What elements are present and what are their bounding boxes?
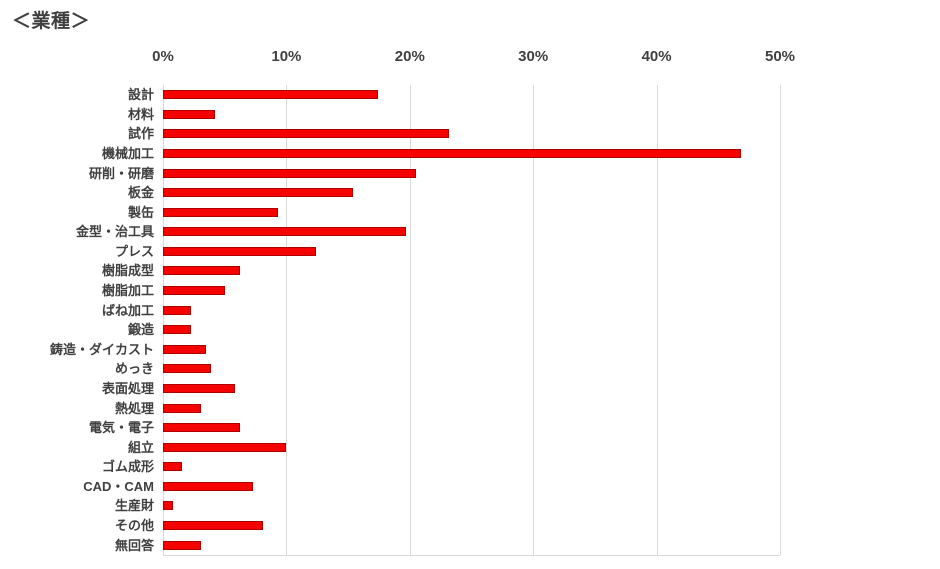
bar-row: ばね加工 <box>102 300 780 320</box>
x-tick-label: 40% <box>641 48 672 65</box>
x-tick-label: 10% <box>271 48 302 65</box>
category-label: 材料 <box>127 106 154 122</box>
x-tick-label: 20% <box>394 48 425 65</box>
bar <box>163 207 278 217</box>
bar <box>163 286 225 296</box>
bar <box>163 168 416 178</box>
category-label: 設計 <box>127 87 154 103</box>
category-label: 生産財 <box>114 498 154 514</box>
bar-row: 無回答 <box>115 535 780 555</box>
bar <box>163 109 215 119</box>
bar <box>163 501 173 511</box>
bar <box>163 521 263 530</box>
bar <box>163 403 202 413</box>
gridline <box>656 85 658 555</box>
bar <box>163 383 235 393</box>
bar <box>163 442 287 452</box>
bar <box>163 227 407 237</box>
bar-row: その他 <box>115 516 780 536</box>
category-label: 研削・研磨 <box>88 165 154 181</box>
category-label: 鍛造 <box>127 322 154 338</box>
bar-row: 電気・電子 <box>89 418 780 438</box>
category-label: ゴム成形 <box>101 459 154 475</box>
bar <box>163 129 450 139</box>
bar-rows: 設計材料試作機械加工研削・研磨板金製缶金型・治工具プレス樹脂成型樹脂加工ばね加工… <box>50 85 780 555</box>
bar-row: 樹脂成型 <box>102 261 780 281</box>
bar <box>163 266 240 276</box>
category-label: 電気・電子 <box>88 420 154 436</box>
bar-row: 樹脂加工 <box>102 281 780 301</box>
category-label: CAD・CAM <box>83 478 154 494</box>
bar <box>163 364 212 374</box>
x-tick-label: 30% <box>518 48 549 65</box>
category-label: ばね加工 <box>101 302 154 318</box>
bar-row: 鍛造 <box>128 320 780 340</box>
bar-row: 金型・治工具 <box>76 222 780 242</box>
bar-row: 組立 <box>128 437 780 457</box>
bar-row: 試作 <box>128 124 780 144</box>
bar <box>163 325 192 335</box>
bar-row: 生産財 <box>115 496 780 516</box>
bar <box>163 149 741 159</box>
bar <box>163 481 254 491</box>
bar-row: 表面処理 <box>102 379 780 399</box>
x-tick-label: 50% <box>764 48 796 65</box>
bar <box>163 90 378 100</box>
category-label: 樹脂加工 <box>101 283 154 299</box>
x-axis-labels: 0% 10% 20% 30% 40% 50% <box>152 48 795 70</box>
bar-row: ゴム成形 <box>102 457 780 477</box>
bar-row: 研削・研磨 <box>89 163 780 183</box>
plot-area: 設計材料試作機械加工研削・研磨板金製缶金型・治工具プレス樹脂成型樹脂加工ばね加工… <box>50 85 781 556</box>
category-label: 樹脂成型 <box>101 263 154 279</box>
chart-title: ＜業種＞ <box>12 11 91 32</box>
category-label: 組立 <box>127 439 154 455</box>
bar-row: 熱処理 <box>115 398 780 418</box>
category-label: 金型・治工具 <box>75 224 154 240</box>
bar <box>163 246 317 256</box>
bar-row: CAD・CAM <box>83 477 780 497</box>
bar-row: プレス <box>115 242 780 262</box>
category-label: プレス <box>114 243 154 259</box>
bar <box>163 423 240 433</box>
category-label: 無回答 <box>114 537 154 553</box>
category-label: 機械加工 <box>101 146 154 162</box>
x-tick-label: 0% <box>152 48 174 65</box>
gridline <box>533 85 535 555</box>
category-label: 熱処理 <box>114 400 154 416</box>
category-label: 試作 <box>127 126 154 142</box>
category-label: 表面処理 <box>101 380 154 396</box>
bar <box>163 344 207 354</box>
bar <box>163 462 182 472</box>
bar-row: 設計 <box>128 85 780 105</box>
bar-row: 材料 <box>128 105 780 125</box>
bar-row: めっき <box>115 359 780 379</box>
category-label: 製缶 <box>127 204 154 220</box>
gridline <box>409 85 411 555</box>
bar <box>163 540 202 550</box>
gridline <box>286 85 288 555</box>
bar-row: 鋳造・ダイカスト <box>50 340 780 360</box>
bar <box>163 305 192 315</box>
bar-row: 製缶 <box>128 202 780 222</box>
category-label: その他 <box>114 518 154 533</box>
gridline <box>163 85 164 555</box>
bar <box>163 188 354 198</box>
category-label: 板金 <box>127 185 154 201</box>
category-label: 鋳造・ダイカスト <box>49 341 154 357</box>
gridline <box>780 85 781 555</box>
category-label: めっき <box>114 361 154 377</box>
bar-row: 板金 <box>128 183 780 203</box>
bar-row: 機械加工 <box>102 144 780 164</box>
